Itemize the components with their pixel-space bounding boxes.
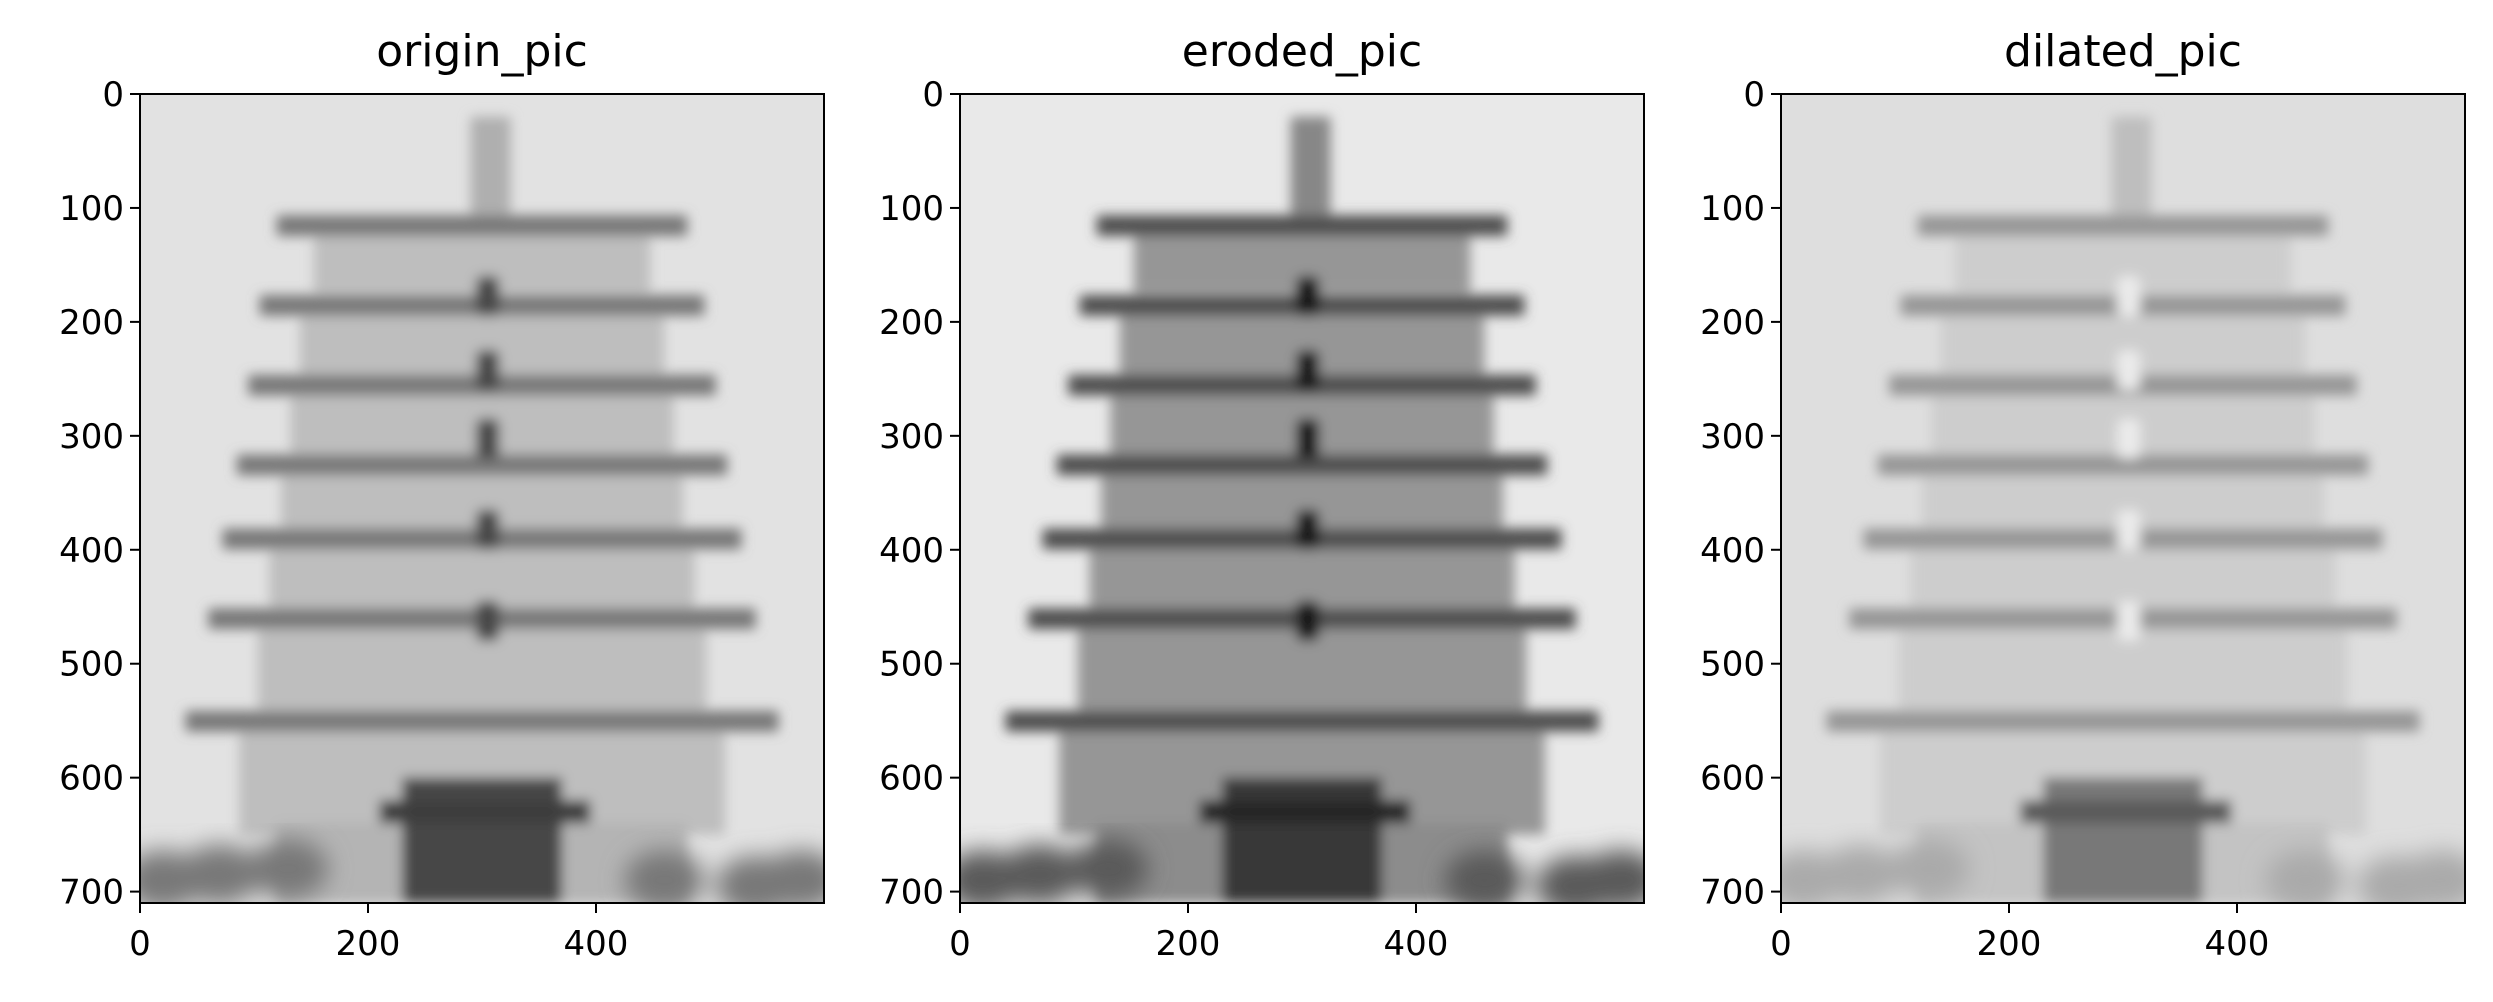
y-tick-label: 0 (922, 75, 944, 115)
x-tick-label: 0 (949, 924, 971, 964)
panel-title-eroded: eroded_pic (1182, 26, 1422, 77)
y-tick-label: 700 (879, 873, 944, 913)
x-tick-label: 400 (2205, 924, 2270, 964)
y-tick-label: 400 (879, 531, 944, 571)
x-tick-label: 0 (1770, 924, 1792, 964)
y-tick-label: 100 (879, 189, 944, 229)
y-tick-label: 600 (879, 759, 944, 799)
axes-frame-origin (139, 93, 825, 904)
y-tick-label: 200 (59, 303, 124, 343)
axes-frame-dilated (1780, 93, 2466, 904)
y-tick-label: 300 (879, 417, 944, 457)
y-tick-label: 400 (1700, 531, 1765, 571)
x-tick-label: 200 (1977, 924, 2042, 964)
x-tick-label: 200 (1156, 924, 1221, 964)
x-tick-label: 200 (336, 924, 401, 964)
y-tick-label: 500 (879, 645, 944, 685)
panel-title-origin: origin_pic (376, 26, 588, 77)
y-tick-label: 300 (59, 417, 124, 457)
y-tick-label: 0 (102, 75, 124, 115)
y-tick-label: 500 (59, 645, 124, 685)
x-tick-label: 0 (129, 924, 151, 964)
x-tick-label: 400 (564, 924, 629, 964)
y-tick-label: 600 (59, 759, 124, 799)
panel-title-dilated: dilated_pic (2004, 26, 2242, 77)
y-tick-label: 700 (59, 873, 124, 913)
y-tick-label: 200 (879, 303, 944, 343)
y-tick-label: 500 (1700, 645, 1765, 685)
y-tick-label: 0 (1743, 75, 1765, 115)
image-dilated (1781, 94, 2465, 903)
y-tick-label: 400 (59, 531, 124, 571)
y-tick-label: 700 (1700, 873, 1765, 913)
y-tick-label: 100 (59, 189, 124, 229)
y-tick-label: 200 (1700, 303, 1765, 343)
axes-frame-eroded (959, 93, 1645, 904)
image-origin (140, 94, 824, 903)
x-tick-label: 400 (1384, 924, 1449, 964)
y-tick-label: 600 (1700, 759, 1765, 799)
image-eroded (960, 94, 1644, 903)
y-tick-label: 300 (1700, 417, 1765, 457)
y-tick-label: 100 (1700, 189, 1765, 229)
